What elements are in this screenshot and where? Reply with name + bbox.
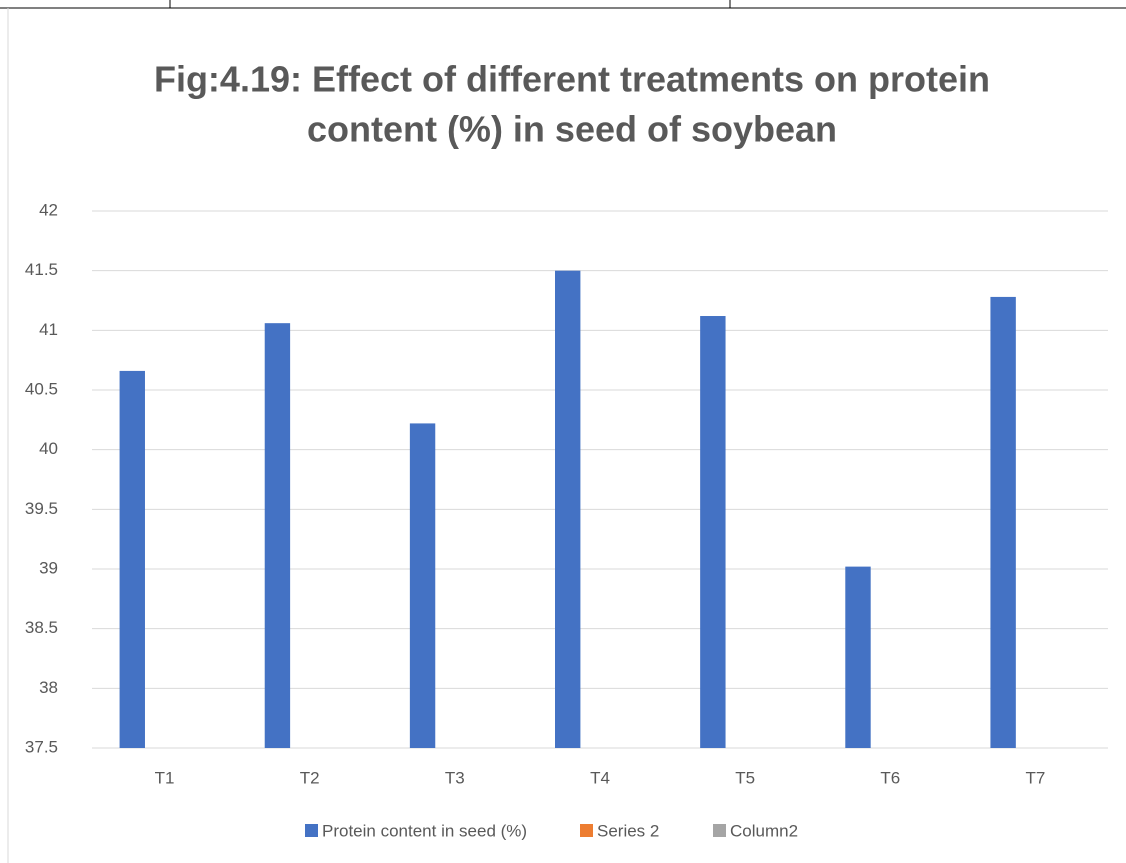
bar (990, 296, 1016, 748)
bar (700, 316, 726, 748)
bar (409, 423, 436, 748)
legend-label: Column2 (730, 821, 798, 840)
y-tick-label: 42 (39, 200, 58, 219)
y-tick-label: 41 (39, 320, 58, 339)
x-tick-label: T7 (1026, 768, 1046, 787)
legend-swatch (305, 824, 318, 837)
y-tick-label: 37.5 (25, 737, 58, 756)
y-tick-label: 39.5 (25, 499, 58, 518)
chart-title: content (%) in seed of soybean (307, 109, 837, 150)
x-tick-label: T5 (735, 768, 755, 787)
bar (264, 323, 291, 748)
bar (845, 566, 871, 748)
y-tick-label: 38 (39, 678, 58, 697)
y-tick-label: 39 (39, 558, 58, 577)
x-tick-label: T3 (445, 768, 465, 787)
y-tick-label: 38.5 (25, 618, 58, 637)
legend-swatch (580, 824, 593, 837)
chart-title: Fig:4.19: Effect of different treatments… (154, 59, 990, 100)
bar (555, 270, 581, 748)
legend-label: Protein content in seed (%) (322, 821, 527, 840)
y-tick-label: 41.5 (25, 260, 58, 279)
bar (119, 370, 145, 748)
legend-swatch (713, 824, 726, 837)
x-tick-label: T4 (590, 768, 610, 787)
x-tick-label: T6 (880, 768, 900, 787)
x-tick-label: T1 (155, 768, 175, 787)
legend-label: Series 2 (597, 821, 659, 840)
y-tick-label: 40 (39, 439, 58, 458)
y-tick-label: 40.5 (25, 379, 58, 398)
x-tick-label: T2 (300, 768, 320, 787)
